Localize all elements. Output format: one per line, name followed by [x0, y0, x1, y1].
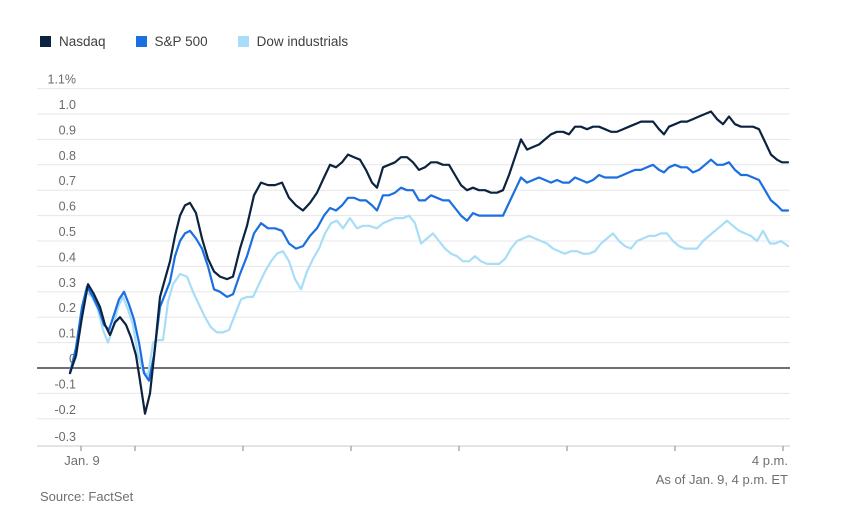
y-axis-label: -0.2: [54, 403, 76, 417]
y-axis-label: 0.8: [59, 149, 76, 163]
legend-item-dow: Dow industrials: [237, 34, 349, 49]
x-axis-label-start: Jan. 9: [64, 453, 100, 468]
y-axis-label: 0.1: [59, 327, 76, 341]
legend-swatch-dow: [237, 36, 249, 47]
legend-label-dow: Dow industrials: [256, 34, 349, 49]
s-p-500-line: [68, 158, 790, 382]
y-axis-label: 1.0: [59, 98, 76, 112]
legend-swatch-sp500: [135, 36, 147, 47]
legend-label-nasdaq: Nasdaq: [59, 34, 106, 49]
dow-industrials-line: [68, 214, 790, 377]
y-axis-label: 0.6: [59, 200, 76, 214]
nasdaq-line: [68, 110, 790, 415]
x-axis-label-end: 4 p.m.: [751, 453, 788, 468]
legend-item-sp500: S&P 500: [135, 34, 208, 49]
y-axis-label: 0.3: [59, 276, 76, 290]
y-axis-label: 0.9: [59, 123, 76, 137]
y-axis-label: -0.3: [54, 430, 76, 444]
y-axis-label: -0.1: [54, 377, 76, 391]
source-credit: Source: FactSet: [40, 489, 134, 504]
y-axis-label: 0.4: [59, 250, 76, 264]
y-axis-label: 0.5: [59, 225, 76, 239]
legend-item-nasdaq: Nasdaq: [40, 34, 106, 49]
as-of-note: As of Jan. 9, 4 p.m. ET: [655, 472, 788, 487]
y-axis-label: 1.1%: [48, 73, 77, 87]
chart-legend: Nasdaq S&P 500 Dow industrials: [40, 34, 348, 49]
y-axis-label: 0.7: [59, 174, 76, 188]
legend-label-sp500: S&P 500: [154, 34, 208, 49]
y-axis-label: 0.2: [59, 301, 76, 315]
legend-swatch-nasdaq: [40, 36, 51, 47]
